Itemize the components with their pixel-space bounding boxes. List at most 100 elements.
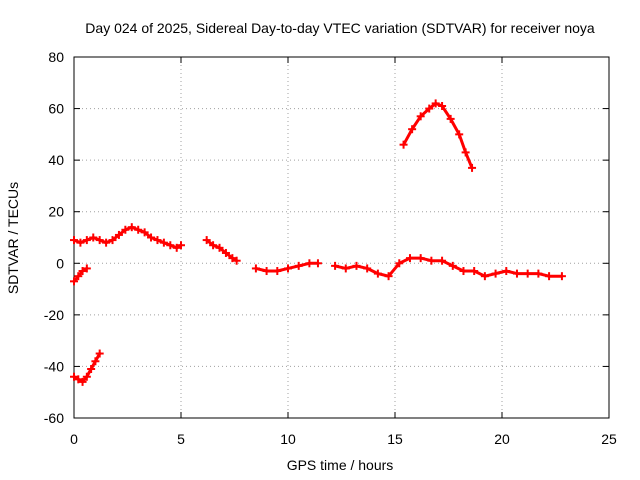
data-point (408, 125, 417, 134)
data-point (262, 267, 271, 276)
data-point (399, 140, 408, 149)
data-point (232, 256, 241, 265)
data-point (502, 267, 511, 276)
y-tick-label: -40 (44, 358, 64, 374)
x-tick-label: 15 (387, 431, 403, 447)
data-point (395, 259, 404, 268)
data-point (202, 236, 211, 245)
x-tick-label: 10 (280, 431, 296, 447)
series-segment-2 (70, 349, 104, 386)
data-point (172, 243, 181, 252)
data-point (431, 99, 440, 108)
series-layer (70, 99, 566, 386)
y-tick-label: 40 (48, 152, 64, 168)
data-point (273, 267, 282, 276)
data-point (89, 233, 98, 242)
data-point (127, 223, 136, 232)
data-point (352, 261, 361, 270)
data-point (121, 225, 130, 234)
series-segment-3 (70, 223, 185, 252)
data-point (470, 267, 479, 276)
data-point (405, 254, 414, 263)
data-point (459, 267, 468, 276)
data-point (251, 264, 260, 273)
data-point (78, 267, 87, 276)
data-point (78, 377, 87, 386)
data-point (221, 248, 230, 257)
data-point (147, 233, 156, 242)
data-point (455, 130, 464, 139)
data-point (91, 357, 100, 366)
data-point (534, 269, 543, 278)
data-point (416, 254, 425, 263)
data-point (416, 112, 425, 121)
data-point (70, 372, 78, 381)
data-point (82, 236, 91, 245)
data-point (76, 238, 85, 247)
data-point (114, 230, 123, 239)
data-point (512, 269, 521, 278)
data-point (102, 238, 111, 247)
data-point (341, 264, 350, 273)
data-point (166, 241, 175, 250)
data-point (373, 269, 382, 278)
data-point (313, 259, 322, 268)
x-tick-label: 25 (601, 431, 617, 447)
data-point (177, 241, 185, 250)
data-point (82, 264, 91, 273)
series-line (72, 266, 89, 283)
data-point (74, 272, 83, 281)
chart-title: Day 024 of 2025, Sidereal Day-to-day VTE… (85, 20, 595, 36)
grid-layer (74, 57, 609, 418)
data-point (159, 238, 168, 247)
data-point (228, 254, 237, 263)
data-point (284, 264, 292, 273)
data-point (153, 236, 162, 245)
x-tick-label: 0 (70, 431, 78, 447)
data-point (448, 261, 457, 270)
y-tick-label: 0 (56, 255, 64, 271)
series-line (402, 101, 474, 170)
series-segment-5 (251, 259, 322, 276)
y-tick-label: -20 (44, 307, 64, 323)
data-point (557, 272, 566, 281)
series-segment-1 (70, 264, 91, 286)
data-point (70, 236, 78, 245)
y-axis-label: SDTVAR / TECUs (5, 182, 21, 294)
y-tick-label: 60 (48, 101, 64, 117)
data-point (140, 228, 149, 237)
data-point (425, 104, 434, 113)
data-point (134, 225, 143, 234)
data-point (384, 272, 393, 281)
data-point (438, 256, 447, 265)
data-point (427, 256, 436, 265)
data-point (209, 241, 218, 250)
data-point (82, 372, 91, 381)
data-point (305, 259, 314, 268)
series-segment-6 (331, 254, 566, 281)
data-point (491, 269, 500, 278)
data-point (363, 264, 372, 273)
data-point (438, 101, 447, 110)
x-tick-label: 5 (177, 431, 185, 447)
y-tick-label: 80 (48, 49, 64, 65)
x-axis-label: GPS time / hours (287, 457, 394, 473)
data-point (461, 148, 470, 157)
data-point (523, 269, 532, 278)
series-line (333, 256, 564, 278)
data-point (480, 272, 489, 281)
x-tick-label: 20 (494, 431, 510, 447)
data-point (74, 375, 83, 384)
data-point (331, 261, 340, 270)
data-point (87, 365, 96, 374)
data-point (215, 243, 224, 252)
series-segment-4 (202, 236, 241, 265)
data-point (545, 272, 554, 281)
data-point (95, 236, 104, 245)
y-tick-label: -60 (44, 410, 64, 426)
ticks-layer: 0 5 10 15 20 25 -60 -40 -20 0 20 40 60 80 (44, 49, 617, 447)
series-segment-7 (399, 99, 477, 172)
data-point (70, 277, 78, 286)
data-point (294, 261, 303, 270)
